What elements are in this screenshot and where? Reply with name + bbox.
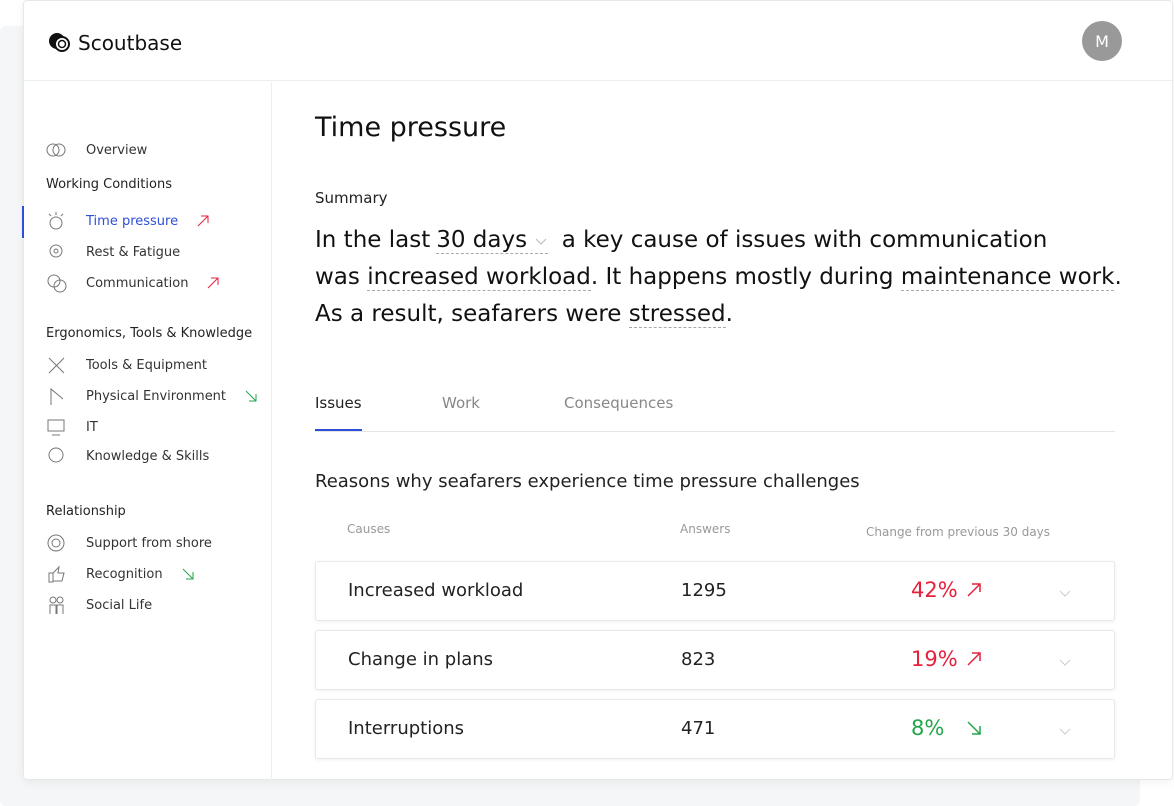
nav-item[interactable]: Social Life — [46, 595, 152, 615]
brand: Scoutbase — [78, 31, 183, 55]
section-title: Relationship — [46, 504, 126, 519]
tab[interactable]: Work — [442, 394, 480, 412]
chevron — [1059, 590, 1071, 597]
nav-label: Overview — [86, 142, 148, 158]
logo[interactable]: Scoutbase — [48, 31, 182, 55]
highlight[interactable]: stressed — [628, 301, 726, 328]
tab[interactable]: Issues — [315, 394, 362, 431]
summary-text: In the last 30 days a key cause of issues… — [315, 222, 1135, 333]
nav-label: Knowledge & Skills — [86, 448, 210, 464]
trend-up — [208, 277, 219, 289]
text: . — [725, 301, 733, 327]
nav-item[interactable]: Knowledge & Skills — [46, 446, 209, 466]
nav-item[interactable]: Recognition — [46, 564, 195, 584]
summary-label: Summary — [315, 189, 388, 207]
icon — [47, 419, 65, 436]
nav-item[interactable]: Support from shore — [46, 533, 212, 553]
cause: Increased workload — [348, 580, 524, 601]
nav-label: Recognition — [86, 566, 163, 582]
table-row[interactable]: Increased workload 1295 42% — [315, 561, 1115, 621]
chevron — [1059, 728, 1071, 735]
icon — [47, 274, 67, 293]
section-title: Ergonomics, Tools & Knowledge — [46, 326, 253, 341]
nav-label: Rest & Fatigue — [86, 244, 181, 260]
icon — [48, 447, 64, 463]
trend-down — [245, 390, 257, 402]
nav-label: Physical Environment — [86, 388, 227, 404]
column-header: Causes — [347, 522, 391, 536]
text: In the last — [315, 227, 431, 253]
nav-label: Communication — [86, 275, 189, 291]
text: 30 days — [436, 227, 528, 253]
icon — [47, 534, 65, 552]
nav-item[interactable]: Time pressure — [46, 211, 210, 231]
nav-item[interactable]: Physical Environment — [46, 386, 258, 406]
nav-label: Time pressure — [86, 213, 179, 229]
period-dropdown[interactable]: 30 days — [436, 227, 549, 254]
tab[interactable]: Consequences — [564, 394, 674, 412]
table-row[interactable]: Change in plans 823 19% — [315, 630, 1115, 690]
change: 42% — [911, 578, 958, 602]
trend-up — [967, 652, 981, 666]
app-window: Scoutbase M Overview Working Conditions … — [22, 0, 1173, 780]
active-indicator — [22, 206, 24, 238]
nav-item[interactable]: Rest & Fatigue — [46, 242, 180, 262]
nav-item[interactable]: Tools & Equipment — [46, 355, 207, 375]
trend-down — [182, 568, 194, 580]
nav-label: IT — [86, 419, 98, 435]
icon — [49, 244, 63, 258]
trend-up — [197, 215, 209, 227]
answers: 471 — [681, 718, 716, 739]
table-row[interactable]: Interruptions 471 8% — [315, 699, 1115, 759]
icon — [48, 565, 65, 583]
cause: Interruptions — [348, 718, 465, 739]
table-caption: Reasons why seafarers experience time pr… — [315, 471, 860, 492]
text: As a result, seafarers were — [315, 301, 622, 327]
nav-item[interactable]: IT — [46, 417, 98, 437]
nav-label: Social Life — [86, 597, 153, 613]
column-header: Change from previous 30 days — [866, 525, 1051, 539]
trend-up — [967, 583, 981, 597]
cause: Change in plans — [348, 649, 494, 670]
icon — [48, 212, 64, 230]
nav-label: Support from shore — [86, 535, 212, 551]
chevron — [536, 238, 547, 245]
chevron — [1059, 659, 1071, 666]
text: . — [1114, 264, 1122, 290]
page-title: Time pressure — [315, 112, 507, 143]
change: 8% — [911, 716, 945, 740]
nav-item[interactable]: Communication — [46, 273, 220, 293]
icon — [49, 596, 64, 614]
answers: 1295 — [681, 580, 727, 601]
text: . It happens mostly during — [590, 264, 894, 290]
tabs: Issues Work Consequences — [315, 392, 1115, 432]
highlight[interactable]: maintenance work — [900, 264, 1115, 291]
column-header: Answers — [680, 522, 731, 536]
nav-item[interactable]: Overview — [46, 140, 147, 160]
nav-label: Tools & Equipment — [86, 357, 207, 373]
text: a key cause of issues with communication — [561, 227, 1048, 253]
change: 19% — [911, 647, 958, 671]
icon — [46, 143, 66, 157]
trend-down — [967, 721, 981, 735]
sidebar: Overview Working Conditions Time pressur… — [22, 82, 272, 780]
text: was — [315, 264, 360, 290]
answers: 823 — [681, 649, 716, 670]
highlight[interactable]: increased workload — [367, 264, 591, 291]
header: Scoutbase M — [24, 1, 1172, 81]
logo-icon — [49, 33, 70, 52]
icon — [50, 387, 64, 405]
avatar[interactable]: M — [1082, 21, 1122, 61]
icon — [48, 357, 65, 374]
section-title: Working Conditions — [46, 177, 172, 192]
